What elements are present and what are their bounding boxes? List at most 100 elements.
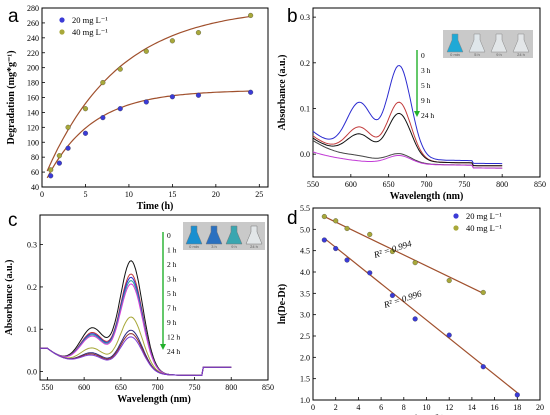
data-point	[82, 106, 89, 112]
y-tick-label: 4.0	[300, 268, 310, 277]
x-tick-label: 550	[41, 383, 53, 392]
spectrum-line	[312, 64, 503, 165]
data-point	[367, 231, 373, 238]
x-tick-label: 600	[345, 180, 357, 189]
time-label: 1 h	[167, 246, 177, 255]
y-tick-label: 60	[31, 168, 39, 177]
data-point	[56, 160, 62, 166]
time-label: 7 h	[167, 304, 177, 313]
y-tick-label: 0.2	[27, 283, 37, 292]
photo-label: 9 h	[231, 244, 237, 249]
y-tick-label: 200	[27, 64, 39, 73]
y-tick-label: 100	[27, 138, 39, 147]
x-tick-label: 2	[334, 403, 338, 412]
y-tick-label: 5.0	[300, 225, 310, 234]
legend-marker	[59, 17, 65, 23]
photo-label: 24 h	[517, 52, 525, 57]
legend-label: 40 mg L⁻¹	[466, 223, 502, 233]
y-tick-label: 4.5	[300, 247, 310, 256]
legend-marker	[453, 225, 459, 231]
x-tick-label: 6	[379, 403, 383, 412]
panel-d: 0 2 4 6 8 10 12 14 16 18 20 1.0 1.5 2.0 2.5 3.0 3.5 4.0 4.…	[277, 204, 544, 415]
spectrum-line	[40, 283, 232, 376]
data-point	[344, 257, 350, 263]
y-tick-label: 5.5	[300, 204, 310, 213]
photo-label: 3 h	[211, 244, 217, 249]
time-label: 5 h	[421, 81, 431, 90]
flask-icon	[185, 225, 203, 245]
data-point	[195, 92, 202, 98]
y-axis-label: ln(De-Dt)	[277, 284, 288, 325]
data-point	[169, 38, 175, 44]
data-point	[117, 106, 123, 112]
flask-icon	[490, 33, 508, 53]
x-tick-label: 10	[423, 403, 431, 412]
flask-icon	[225, 225, 243, 245]
data-point	[143, 48, 149, 54]
x-tick-label: 0	[40, 190, 44, 199]
data-point	[480, 364, 486, 370]
x-axis-label: Wavelength (nm)	[390, 191, 464, 202]
legend-label: 40 mg L⁻¹	[72, 27, 108, 37]
x-tick-label: 700	[421, 180, 433, 189]
y-tick-label: 80	[31, 153, 39, 162]
panel-c: 550 600 650 700 750 800 850 0.0 0.1 0.2 0.3 Wavelen…	[4, 210, 274, 405]
photo-label: 0 min	[189, 244, 199, 249]
spectrum-line	[40, 336, 232, 376]
x-tick-label: 12	[445, 403, 453, 412]
time-label: 0	[421, 51, 425, 60]
time-label: 24 h	[167, 347, 180, 356]
y-tick-label: 3.5	[300, 289, 310, 298]
x-tick-label: 700	[152, 383, 164, 392]
y-tick-label: 120	[27, 123, 39, 132]
panel-label: c	[8, 210, 18, 231]
x-tick-label: 750	[458, 180, 470, 189]
data-point	[333, 245, 339, 252]
x-tick-label: 800	[225, 383, 237, 392]
data-point	[100, 80, 106, 86]
spectrum-line	[40, 280, 232, 376]
x-tick-label: 800	[496, 180, 508, 189]
y-tick-label: 220	[27, 49, 39, 58]
x-tick-label: 650	[383, 180, 395, 189]
data-point	[248, 12, 254, 19]
x-tick-label: 20	[212, 190, 220, 199]
plot-frame	[312, 207, 541, 401]
data-point	[446, 277, 452, 284]
y-tick-label: 0.0	[27, 368, 37, 377]
photo-label: 5 h	[474, 52, 480, 57]
fit-curve	[46, 15, 251, 172]
spectrum-line	[40, 316, 232, 376]
data-point	[389, 292, 396, 299]
x-tick-label: 750	[188, 383, 200, 392]
data-point	[412, 260, 418, 266]
x-tick-label: 18	[513, 403, 521, 412]
data-point	[82, 130, 89, 136]
flask-icon	[205, 225, 223, 245]
time-label: 0	[167, 231, 171, 240]
panel-label: a	[8, 6, 19, 27]
time-arrow-head	[414, 111, 420, 117]
x-tick-label: 14	[468, 403, 476, 412]
y-axis-label: Absorbance (a.u.)	[4, 260, 15, 336]
time-label: 9 h	[167, 318, 177, 327]
data-point	[117, 66, 123, 72]
time-label: 3 h	[167, 275, 177, 284]
flask-icon	[512, 33, 530, 53]
fit-curve	[46, 90, 251, 179]
y-tick-label: 140	[27, 108, 39, 117]
data-point	[65, 145, 71, 151]
x-tick-label: 5	[83, 190, 87, 199]
y-tick-label: 240	[27, 34, 39, 43]
data-point	[344, 225, 350, 232]
y-tick-label: 0.1	[27, 325, 37, 334]
x-axis-label: Time (h)	[137, 201, 174, 212]
data-point	[195, 30, 202, 36]
y-tick-label: 1.0	[300, 396, 310, 405]
x-tick-label: 0	[311, 403, 315, 412]
x-axis-label: Wavelength (nm)	[117, 394, 191, 405]
x-tick-label: 15	[168, 190, 176, 199]
x-tick-label: 850	[262, 383, 274, 392]
